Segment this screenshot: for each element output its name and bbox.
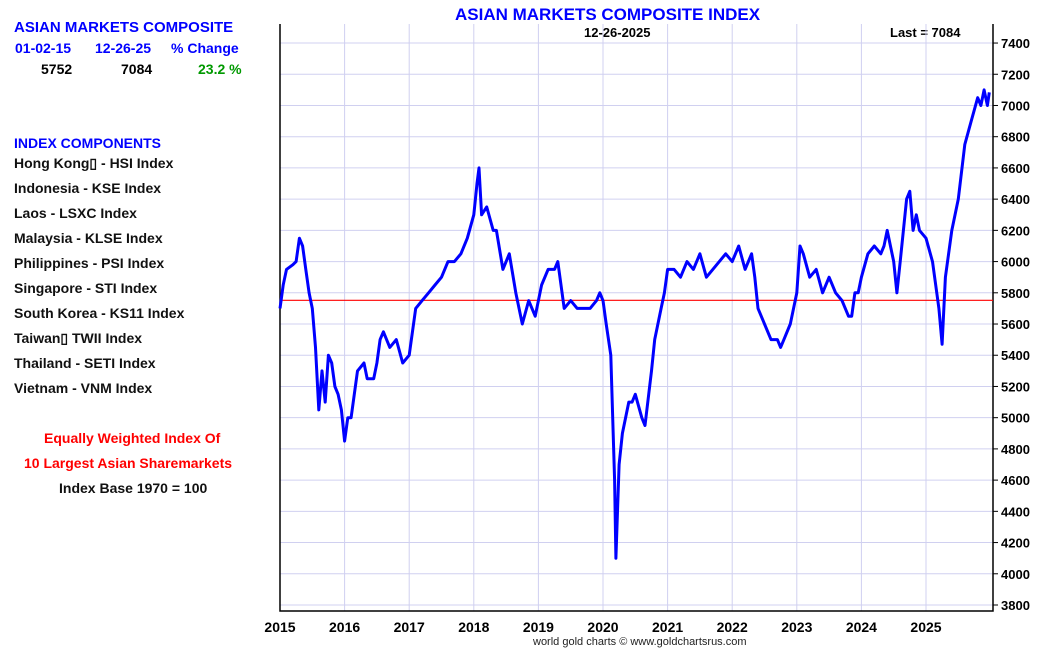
component-item: Hong Kong▯ - HSI Index <box>14 155 174 171</box>
y-tick-label: 6000 <box>1001 255 1030 270</box>
last-label: Last = 7084 <box>890 25 961 40</box>
x-tick-label: 2018 <box>458 619 489 635</box>
note-line-2: 10 Largest Asian Sharemarkets <box>24 455 233 471</box>
note-line-1: Equally Weighted Index Of <box>44 430 221 446</box>
component-item: Singapore - STI Index <box>14 280 158 296</box>
index-series-line <box>278 88 991 560</box>
y-tick-label: 4600 <box>1001 473 1030 488</box>
y-tick-label: 5200 <box>1001 379 1030 394</box>
x-tick-label: 2017 <box>394 619 425 635</box>
components-title: INDEX COMPONENTS <box>14 135 162 151</box>
panel-title: ASIAN MARKETS COMPOSITE <box>14 19 234 36</box>
y-tick-label: 6600 <box>1001 161 1030 176</box>
y-tick-label: 5000 <box>1001 411 1030 426</box>
x-tick-label: 2023 <box>781 619 812 635</box>
start-value: 5752 <box>41 61 73 77</box>
y-tick-label: 3800 <box>1001 598 1030 613</box>
y-tick-label: 4000 <box>1001 567 1030 582</box>
footer-credit: world gold charts © www.goldchartsrus.co… <box>533 636 747 648</box>
y-tick-label: 5400 <box>1001 348 1030 363</box>
end-date-header: 12-26-25 <box>95 40 152 56</box>
y-tick-label: 4800 <box>1001 442 1030 457</box>
x-tick-label: 2016 <box>329 619 360 635</box>
component-item: Malaysia - KLSE Index <box>14 230 163 246</box>
y-tick-label: 7000 <box>1001 98 1030 113</box>
y-tick-label: 6200 <box>1001 223 1030 238</box>
date-label: 12-26-2025 <box>584 25 651 40</box>
y-tick-label: 4400 <box>1001 504 1030 519</box>
chart-title: ASIAN MARKETS COMPOSITE INDEX <box>455 5 761 24</box>
component-item: Indonesia - KSE Index <box>14 180 162 196</box>
y-tick-label: 5600 <box>1001 317 1030 332</box>
component-item: Philippines - PSI Index <box>14 255 165 271</box>
component-item: Thailand - SETI Index <box>14 355 156 371</box>
x-tick-label: 2022 <box>717 619 748 635</box>
component-item: Taiwan▯ TWII Index <box>14 330 143 346</box>
plot-frame <box>279 24 994 612</box>
component-item: South Korea - KS11 Index <box>14 305 185 321</box>
end-value: 7084 <box>121 61 153 77</box>
component-item: Laos - LSXC Index <box>14 205 137 221</box>
note-line-3: Index Base 1970 = 100 <box>59 480 208 496</box>
y-tick-label: 6400 <box>1001 192 1030 207</box>
change-header: % Change <box>171 40 239 56</box>
y-tick-label: 6800 <box>1001 130 1030 145</box>
component-item: Vietnam - VNM Index <box>14 380 153 396</box>
x-tick-label: 2019 <box>523 619 554 635</box>
x-tick-label: 2021 <box>652 619 683 635</box>
x-tick-label: 2020 <box>587 619 618 635</box>
start-date-header: 01-02-15 <box>15 40 72 56</box>
y-tick-label: 7200 <box>1001 67 1030 82</box>
x-tick-label: 2025 <box>910 619 941 635</box>
change-value: 23.2 % <box>198 61 242 77</box>
x-tick-label: 2015 <box>264 619 295 635</box>
y-tick-label: 5800 <box>1001 286 1030 301</box>
y-tick-label: 4200 <box>1001 536 1030 551</box>
x-tick-label: 2024 <box>846 619 877 635</box>
y-tick-label: 7400 <box>1001 36 1030 51</box>
